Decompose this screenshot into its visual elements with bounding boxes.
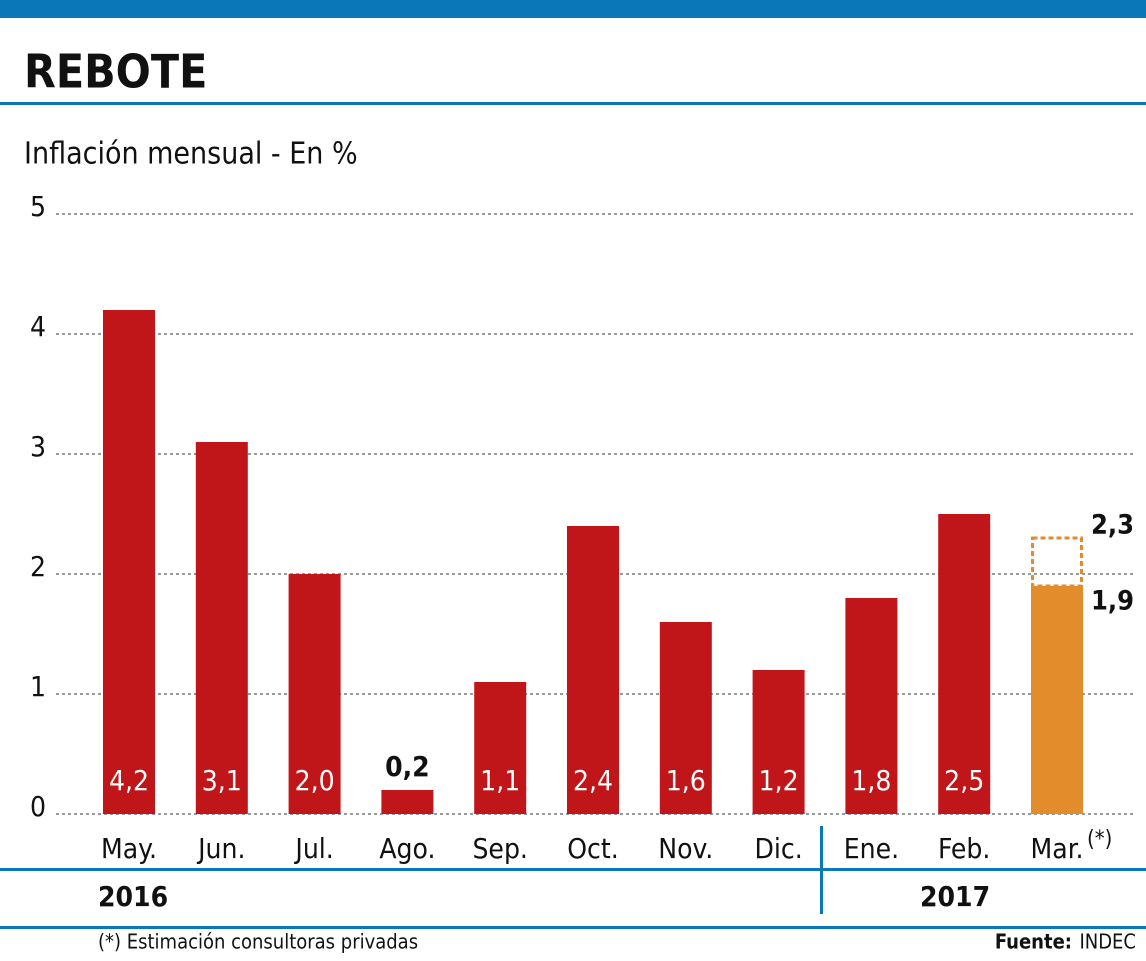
- value-label: 1,8: [851, 764, 891, 797]
- x-tick-label: Jul.: [293, 832, 333, 865]
- year-label: 2017: [920, 880, 990, 913]
- y-tick-label: 1: [30, 670, 46, 703]
- y-tick-label: 2: [30, 550, 46, 583]
- x-tick-label: Oct.: [567, 832, 619, 865]
- bar: [938, 514, 991, 814]
- y-tick-label: 5: [30, 190, 46, 223]
- value-label: 3,1: [202, 764, 242, 797]
- value-label: 2,0: [295, 764, 335, 797]
- x-tick-label: Sep.: [472, 832, 528, 865]
- chart-title: REBOTE: [24, 45, 207, 99]
- bar: [659, 622, 712, 814]
- x-tick-label: Feb.: [938, 832, 990, 865]
- x-tick-label: Ago.: [379, 832, 435, 865]
- x-tick-label: May.: [101, 832, 157, 865]
- value-label: 0,2: [385, 750, 430, 783]
- x-tick-label: Dic.: [754, 832, 802, 865]
- year-divider: [820, 826, 823, 914]
- title-rule: [0, 102, 1146, 105]
- estimate-range: [1031, 536, 1083, 588]
- value-label: 1,6: [666, 764, 706, 797]
- year-label: 2016: [98, 880, 168, 913]
- bar: [845, 598, 898, 814]
- bar: [1031, 586, 1083, 814]
- bar: [381, 790, 434, 814]
- x-tick-label: Nov.: [658, 832, 713, 865]
- axis-rule: [0, 868, 1146, 871]
- chart-subtitle: Inflación mensual - En %: [24, 137, 358, 172]
- y-tick-label: 4: [30, 310, 46, 343]
- top-bar: [0, 0, 1146, 18]
- value-label: 1,2: [759, 764, 799, 797]
- bar: [103, 310, 155, 814]
- bar: [752, 670, 805, 814]
- estimate-label: 2,3: [1091, 510, 1134, 541]
- value-label: 2,4: [573, 764, 613, 797]
- source: INDEC: [1079, 930, 1136, 954]
- bar: [288, 574, 341, 814]
- bar: [195, 442, 248, 814]
- y-tick-label: 0: [30, 790, 46, 823]
- value-label: 1,9: [1091, 586, 1134, 617]
- y-tick-label: 3: [30, 430, 46, 463]
- estimate-marker: (*): [1087, 827, 1112, 852]
- value-label: 1,1: [480, 764, 520, 797]
- value-label: 4,2: [109, 764, 149, 797]
- x-tick-label: Mar.: [1031, 832, 1084, 865]
- bottom-rule: [0, 926, 1146, 929]
- value-label: 2,5: [944, 764, 984, 797]
- x-tick-label: Ene.: [844, 832, 899, 865]
- bar: [474, 682, 527, 814]
- bar: [567, 526, 619, 814]
- footnote: (*) Estimación consultoras privadas: [98, 930, 418, 954]
- x-tick-label: Jun.: [196, 832, 245, 865]
- source-label: Fuente:: [995, 930, 1072, 954]
